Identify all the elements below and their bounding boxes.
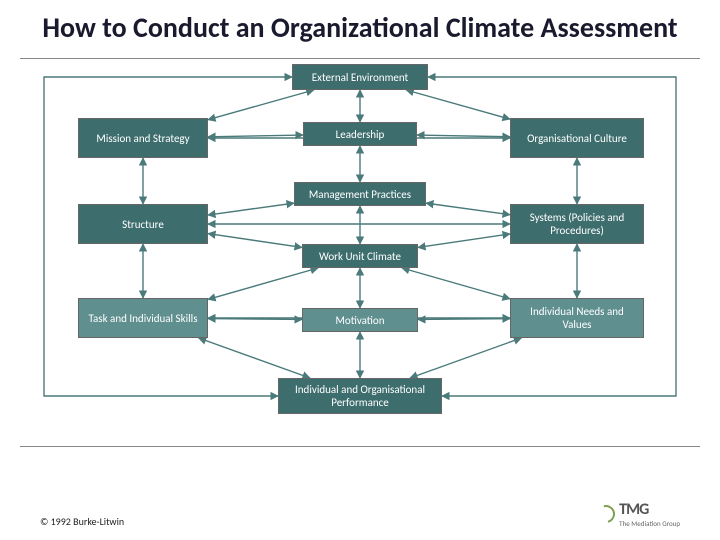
node-needs: Individual Needs and Values [510, 298, 644, 338]
tmg-logo: TMG The Mediation Group [597, 500, 680, 528]
node-wuc: Work Unit Climate [302, 244, 418, 268]
node-mgmt: Management Practices [294, 182, 426, 206]
node-ext: External Environment [292, 64, 428, 90]
node-cult: Organisational Culture [510, 118, 644, 158]
divider [20, 58, 700, 59]
node-struct: Structure [78, 204, 208, 244]
node-task: Task and Individual Skills [78, 298, 208, 338]
divider [20, 446, 700, 447]
node-mis: Mission and Strategy [78, 118, 208, 158]
page-title: How to Conduct an Organizational Climate… [0, 0, 720, 52]
burke-litwin-diagram: External Environment Mission and Strategy… [20, 52, 700, 452]
footer: © 1992 Burke-Litwin TMG The Mediation Gr… [40, 500, 680, 528]
logo-text: TMG [619, 500, 680, 519]
node-perf: Individual and Organisational Performanc… [278, 378, 442, 414]
logo-subtitle: The Mediation Group [619, 519, 680, 528]
node-lead: Leadership [303, 122, 417, 146]
logo-swirl-icon [594, 502, 619, 527]
node-mot: Motivation [302, 308, 418, 332]
copyright-text: © 1992 Burke-Litwin [40, 515, 124, 528]
node-sys: Systems (Policies and Procedures) [510, 204, 644, 244]
